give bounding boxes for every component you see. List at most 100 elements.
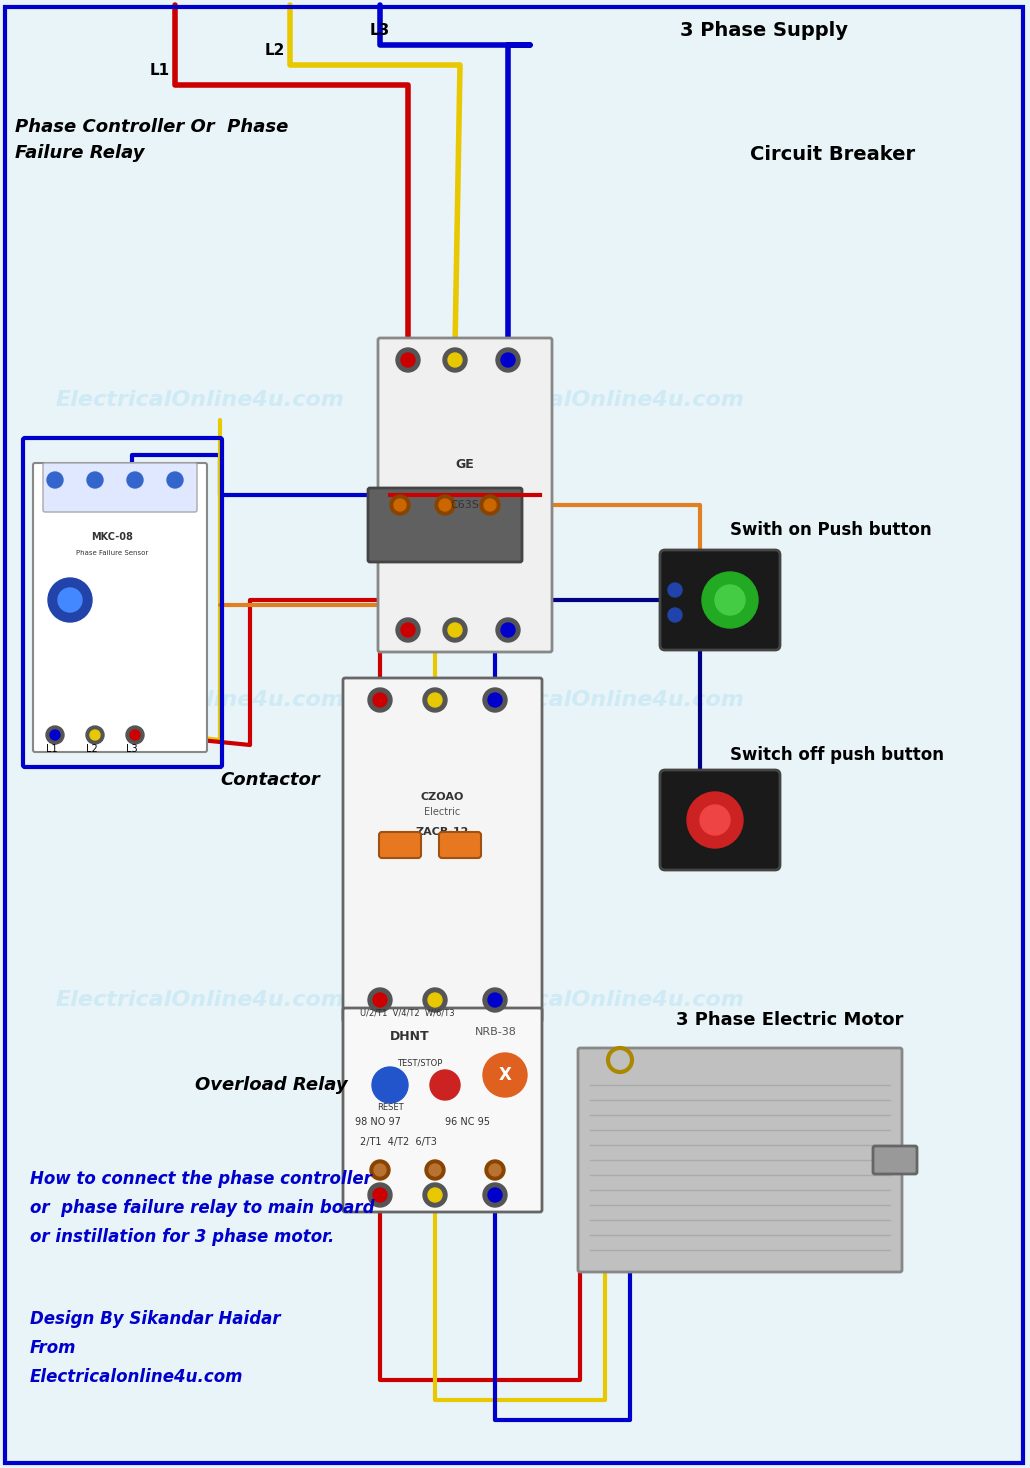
Circle shape bbox=[374, 1164, 386, 1176]
Text: 3 Phase Electric Motor: 3 Phase Electric Motor bbox=[677, 1011, 903, 1029]
Text: Electric: Electric bbox=[424, 807, 460, 818]
Text: Swith on Push button: Swith on Push button bbox=[730, 521, 931, 539]
Text: CZOAO: CZOAO bbox=[420, 793, 464, 802]
Text: ZACB-12: ZACB-12 bbox=[415, 826, 469, 837]
Circle shape bbox=[90, 730, 100, 740]
Circle shape bbox=[46, 727, 64, 744]
Circle shape bbox=[489, 1164, 501, 1176]
Text: ElectricalOnline4u.com: ElectricalOnline4u.com bbox=[455, 690, 745, 711]
Circle shape bbox=[401, 622, 415, 637]
Text: L2: L2 bbox=[87, 744, 98, 755]
Circle shape bbox=[443, 618, 467, 642]
FancyBboxPatch shape bbox=[873, 1147, 917, 1174]
Circle shape bbox=[485, 1160, 505, 1180]
Text: Design By Sikandar Haidar
From
Electricalonline4u.com: Design By Sikandar Haidar From Electrica… bbox=[30, 1309, 280, 1386]
Circle shape bbox=[126, 727, 144, 744]
Text: ElectricalOnline4u.com: ElectricalOnline4u.com bbox=[455, 989, 745, 1010]
Text: ElectricalOnline4u.com: ElectricalOnline4u.com bbox=[56, 690, 344, 711]
Circle shape bbox=[488, 693, 502, 708]
Text: 98 NO 97: 98 NO 97 bbox=[355, 1117, 401, 1127]
Circle shape bbox=[373, 992, 387, 1007]
Circle shape bbox=[448, 352, 462, 367]
Circle shape bbox=[401, 352, 415, 367]
Text: Circuit Breaker: Circuit Breaker bbox=[750, 145, 915, 164]
Circle shape bbox=[483, 688, 507, 712]
Text: Switch off push button: Switch off push button bbox=[730, 746, 945, 763]
FancyBboxPatch shape bbox=[343, 678, 542, 1022]
Text: Overload Relay: Overload Relay bbox=[195, 1076, 347, 1094]
Circle shape bbox=[700, 804, 730, 835]
Circle shape bbox=[430, 1164, 441, 1176]
Circle shape bbox=[448, 622, 462, 637]
FancyBboxPatch shape bbox=[660, 550, 780, 650]
Circle shape bbox=[130, 730, 140, 740]
Text: Phase Failure Sensor: Phase Failure Sensor bbox=[76, 550, 148, 556]
Text: ElectricalOnline4u.com: ElectricalOnline4u.com bbox=[56, 390, 344, 410]
Circle shape bbox=[423, 1183, 447, 1207]
Circle shape bbox=[715, 586, 745, 615]
Circle shape bbox=[443, 348, 467, 371]
Circle shape bbox=[439, 499, 451, 511]
FancyBboxPatch shape bbox=[578, 1048, 902, 1271]
Circle shape bbox=[373, 693, 387, 708]
Circle shape bbox=[428, 992, 442, 1007]
Text: DHNT: DHNT bbox=[390, 1031, 430, 1042]
Circle shape bbox=[47, 473, 63, 487]
Circle shape bbox=[167, 473, 183, 487]
Circle shape bbox=[423, 688, 447, 712]
Circle shape bbox=[373, 1188, 387, 1202]
Circle shape bbox=[396, 618, 420, 642]
Circle shape bbox=[127, 473, 143, 487]
Circle shape bbox=[501, 352, 515, 367]
Circle shape bbox=[50, 730, 60, 740]
FancyBboxPatch shape bbox=[343, 1009, 542, 1213]
Circle shape bbox=[687, 793, 743, 849]
Text: GE: GE bbox=[455, 458, 475, 471]
Circle shape bbox=[488, 992, 502, 1007]
Circle shape bbox=[368, 1183, 392, 1207]
Circle shape bbox=[87, 473, 103, 487]
Circle shape bbox=[428, 693, 442, 708]
Text: X: X bbox=[499, 1066, 512, 1083]
Circle shape bbox=[390, 495, 410, 515]
Text: 2/T1  4/T2  6/T3: 2/T1 4/T2 6/T3 bbox=[360, 1138, 437, 1147]
Circle shape bbox=[496, 348, 520, 371]
Circle shape bbox=[425, 1160, 445, 1180]
Text: 3 Phase Supply: 3 Phase Supply bbox=[680, 21, 848, 40]
Text: ElectricalOnline4u.com: ElectricalOnline4u.com bbox=[455, 390, 745, 410]
Circle shape bbox=[483, 988, 507, 1011]
Text: L1: L1 bbox=[46, 744, 58, 755]
FancyBboxPatch shape bbox=[379, 832, 421, 857]
Circle shape bbox=[368, 688, 392, 712]
FancyBboxPatch shape bbox=[33, 462, 207, 752]
Text: TEST/STOP: TEST/STOP bbox=[398, 1058, 443, 1067]
FancyBboxPatch shape bbox=[368, 487, 522, 562]
Circle shape bbox=[496, 618, 520, 642]
Circle shape bbox=[501, 622, 515, 637]
Circle shape bbox=[372, 1067, 408, 1102]
Circle shape bbox=[483, 1053, 527, 1097]
Circle shape bbox=[396, 348, 420, 371]
Text: NRB-38: NRB-38 bbox=[475, 1028, 517, 1036]
Text: L1: L1 bbox=[150, 63, 170, 78]
Circle shape bbox=[370, 1160, 390, 1180]
Circle shape bbox=[394, 499, 406, 511]
Text: C63S: C63S bbox=[450, 501, 479, 509]
Circle shape bbox=[668, 583, 682, 597]
Circle shape bbox=[423, 988, 447, 1011]
Text: L3: L3 bbox=[370, 23, 390, 38]
Text: L3: L3 bbox=[127, 744, 138, 755]
Text: L2: L2 bbox=[265, 43, 285, 59]
Circle shape bbox=[48, 578, 92, 622]
Text: Contactor: Contactor bbox=[220, 771, 319, 788]
Circle shape bbox=[368, 988, 392, 1011]
Text: 96 NC 95: 96 NC 95 bbox=[445, 1117, 490, 1127]
Text: MKC-08: MKC-08 bbox=[91, 531, 133, 542]
Circle shape bbox=[428, 1188, 442, 1202]
Text: Phase Controller Or  Phase
Failure Relay: Phase Controller Or Phase Failure Relay bbox=[15, 119, 288, 161]
FancyBboxPatch shape bbox=[43, 462, 197, 512]
Circle shape bbox=[435, 495, 455, 515]
Circle shape bbox=[668, 608, 682, 622]
FancyBboxPatch shape bbox=[378, 338, 552, 652]
Text: ElectricalOnline4u.com: ElectricalOnline4u.com bbox=[56, 989, 344, 1010]
